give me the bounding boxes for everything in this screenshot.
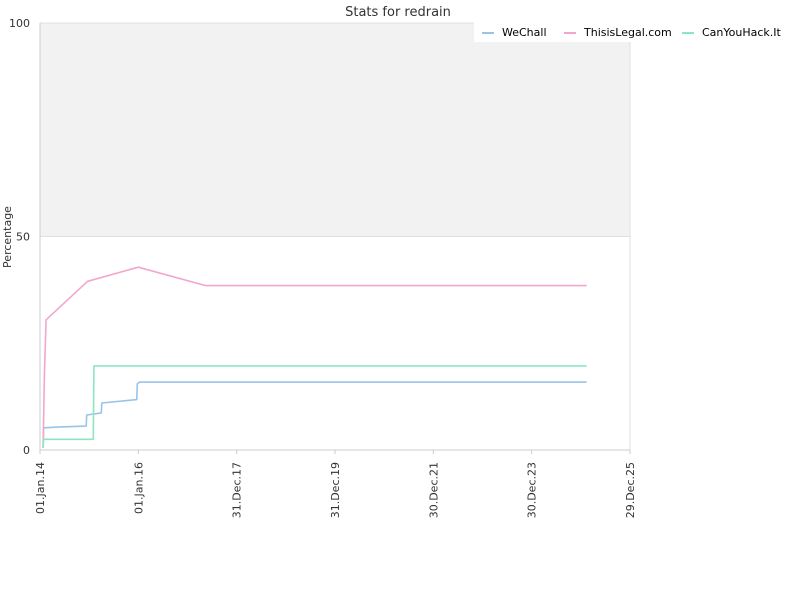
legend-label: ThisisLegal.com xyxy=(583,26,672,39)
series-lines xyxy=(42,266,587,448)
axes: 0 50 100 01.Jan.14 01.Jan.16 31.Dec.17 31.Dec.… xyxy=(9,17,637,518)
legend-label: CanYouHack.It xyxy=(702,26,782,39)
legend-label: WeChall xyxy=(502,26,547,39)
x-tick-label: 31.Dec.19 xyxy=(329,462,342,518)
y-tick-label: 50 xyxy=(16,231,30,244)
series-line-wechall xyxy=(42,381,587,448)
upper-band xyxy=(40,23,630,237)
series-line-thisislegal-com xyxy=(42,266,587,448)
series-line-canyouhack-it xyxy=(42,365,587,448)
chart-title: Stats for redrain xyxy=(345,5,451,20)
x-tick-label: 01.Jan.14 xyxy=(34,462,47,514)
y-axis-label: Percentage xyxy=(1,206,14,268)
x-tick-label: 30.Dec.23 xyxy=(526,462,539,518)
x-tick-label: 29.Dec.25 xyxy=(624,462,637,518)
y-tick-label: 100 xyxy=(9,17,30,30)
legend: WeChall ThisisLegal.com CanYouHack.It xyxy=(474,20,784,42)
legend-box xyxy=(474,20,784,42)
y-tick-label: 0 xyxy=(23,444,30,457)
x-tick-label: 30.Dec.21 xyxy=(427,462,440,518)
plot-background xyxy=(40,23,630,237)
x-tick-label: 01.Jan.16 xyxy=(132,462,145,514)
x-tick-label: 31.Dec.17 xyxy=(231,462,244,518)
